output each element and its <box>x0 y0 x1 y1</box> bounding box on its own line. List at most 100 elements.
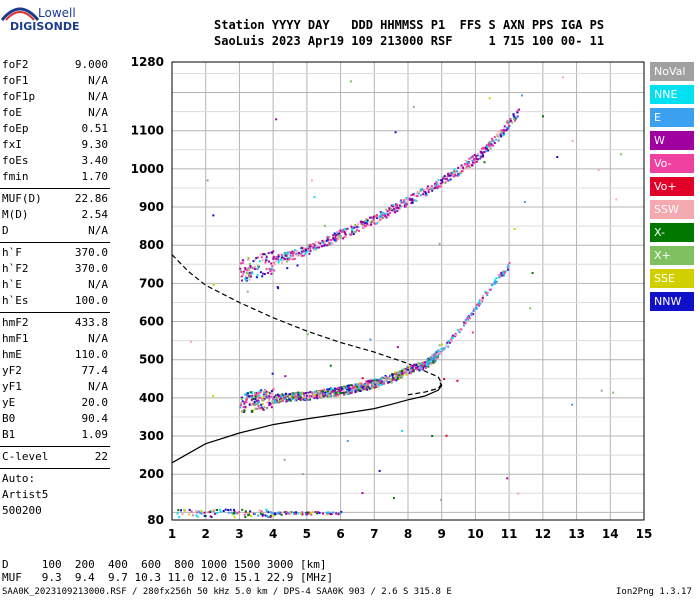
x-tick-label: 2 <box>202 527 210 541</box>
echo-point <box>262 408 265 411</box>
echo-point <box>355 226 358 229</box>
echo-point <box>415 195 418 198</box>
echo-point <box>384 214 387 217</box>
echo-point <box>417 364 420 367</box>
echo-point <box>188 513 191 516</box>
echo-point <box>247 392 249 395</box>
echo-point <box>290 394 292 397</box>
echo-point <box>261 275 264 278</box>
x-tick-label: 5 <box>303 527 311 541</box>
param-name: fxI <box>2 138 22 151</box>
param-row-fof1p: foF1p N/A <box>2 90 108 106</box>
echo-point <box>434 357 437 360</box>
echo-point <box>399 200 402 203</box>
echo-point <box>368 216 371 219</box>
echo-point <box>330 388 333 390</box>
echo-point <box>272 514 275 517</box>
echo-point <box>298 251 300 254</box>
echo-point <box>440 184 443 187</box>
echo-point <box>299 395 302 398</box>
param-row-hf: h`F 370.0 <box>2 246 108 262</box>
echo-point <box>285 252 288 255</box>
echo-point <box>255 276 258 279</box>
echo-point <box>341 230 344 233</box>
echo-point <box>366 386 369 389</box>
echo-point <box>307 398 310 401</box>
legend-item-xplus: X+ <box>650 246 694 265</box>
echo-point <box>409 370 412 373</box>
echo-point <box>241 274 244 277</box>
echo-point <box>272 388 275 391</box>
echo-point <box>321 245 324 248</box>
echo-point <box>357 384 360 387</box>
echo-point <box>280 513 283 516</box>
echo-point <box>401 205 404 208</box>
echo-point <box>449 171 452 174</box>
echo-point <box>292 396 295 399</box>
echo-point <box>281 398 284 401</box>
echo-point <box>241 259 244 262</box>
echo-point <box>183 509 186 512</box>
echo-point <box>475 160 478 163</box>
echo-point <box>467 318 470 321</box>
echo-point <box>301 254 304 257</box>
echo-point <box>340 387 343 390</box>
echo-point <box>366 220 368 223</box>
echo-point <box>229 508 232 511</box>
echo-point <box>289 399 292 402</box>
echo-point <box>204 515 207 518</box>
echo-point <box>433 357 436 360</box>
echo-point <box>268 404 271 407</box>
echo-point <box>334 394 337 397</box>
echo-point <box>329 392 332 395</box>
legend-item-noval: NoVal <box>650 62 694 81</box>
echo-point <box>269 270 272 272</box>
param-value: 2.54 <box>81 208 109 221</box>
echo-point <box>249 391 252 394</box>
echo-point <box>320 395 323 398</box>
echo-point <box>478 300 481 303</box>
echo-point <box>347 391 350 394</box>
echo-point <box>350 389 353 392</box>
echo-point <box>338 390 341 393</box>
echo-point <box>328 241 331 244</box>
echo-point <box>460 164 463 167</box>
echo-point <box>366 388 369 391</box>
noise-point <box>212 283 215 286</box>
echo-point <box>305 250 308 253</box>
echo-point <box>242 406 245 409</box>
echo-point <box>219 510 222 513</box>
echo-point <box>411 201 414 204</box>
echo-point <box>355 387 358 390</box>
echo-point <box>504 130 507 133</box>
noise-point <box>401 429 404 432</box>
echo-point <box>285 512 288 515</box>
echo-point <box>358 385 361 388</box>
echo-point <box>250 267 252 270</box>
echo-point <box>241 279 243 282</box>
echo-point <box>304 396 307 399</box>
noise-point <box>523 200 526 203</box>
echo-point <box>343 392 346 395</box>
echo-point <box>259 271 262 274</box>
echo-point <box>482 295 484 297</box>
echo-point <box>410 198 413 201</box>
echo-point <box>376 217 379 219</box>
echo-point <box>496 135 499 138</box>
echo-point <box>294 399 297 402</box>
param-name: foF2 <box>2 58 29 71</box>
echo-point <box>480 299 482 302</box>
echo-point <box>397 207 400 209</box>
echo-point <box>449 341 451 344</box>
y-tick-label: 1000 <box>131 162 164 176</box>
echo-point <box>195 514 198 517</box>
noise-point <box>310 179 313 182</box>
echo-point <box>427 358 430 360</box>
param-name: foEs <box>2 154 29 167</box>
echo-point <box>469 163 472 166</box>
echo-point <box>403 202 406 205</box>
noise-point <box>206 179 209 182</box>
echo-point <box>366 219 369 222</box>
echo-point <box>340 392 343 394</box>
echo-point <box>421 362 424 364</box>
